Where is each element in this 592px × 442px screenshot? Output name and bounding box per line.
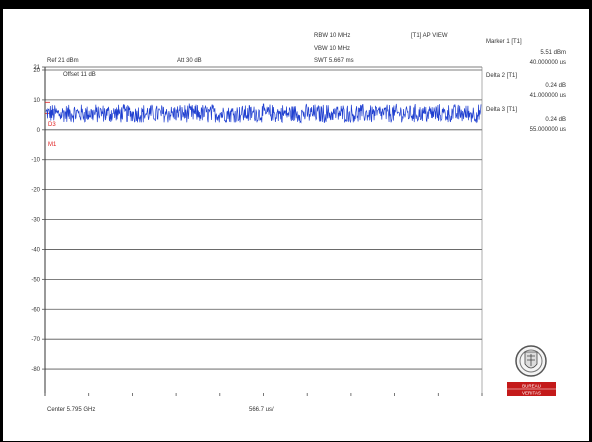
rbw-label: RBW 10 MHz (314, 33, 350, 39)
marker1-level: 5.51 dBm (540, 50, 566, 56)
y-tick-label: -20 (31, 188, 40, 194)
y-tick-label: 0 (37, 128, 41, 134)
attenuation-label: Att 30 dB (177, 58, 202, 64)
y-tick-label: -60 (31, 307, 40, 313)
y-tick-label: -30 (31, 218, 40, 224)
grid-lines (44, 66, 483, 396)
y-tick-label: 10 (33, 98, 40, 104)
span-label: 566.7 us/ (249, 407, 274, 413)
logo-text-line2: VERITAS (522, 391, 541, 396)
marker1-title: Marker 1 [T1] (486, 39, 522, 45)
delta3-title: Delta 3 [T1] (486, 107, 517, 113)
marker-d3-label: D3 (48, 122, 56, 128)
delta3-level: 0.24 dB (545, 117, 566, 123)
marker-m1-label: M1 (48, 142, 57, 148)
bureau-veritas-logo: BUREAU VERITAS (507, 345, 556, 396)
swt-label: SWT 5.667 ms (314, 58, 354, 64)
x-axis-ticks (44, 393, 483, 396)
delta2-level: 0.24 dB (545, 83, 566, 89)
y-tick-label: 21 (33, 65, 40, 71)
center-frequency-label: Center 5.795 GHz (47, 407, 95, 413)
marker1-time: 40.000000 us (530, 60, 566, 66)
trace-line (45, 103, 482, 124)
offset-label: Offset 11 dB (63, 72, 96, 78)
y-tick-label: -80 (31, 367, 40, 373)
delta3-time: 55.000000 us (530, 127, 566, 133)
delta2-time: 41.000000 us (530, 93, 566, 99)
delta2-title: Delta 2 [T1] (486, 73, 517, 79)
y-tick-label: -70 (31, 337, 40, 343)
y-tick-label: -10 (31, 158, 40, 164)
y-tick-label: -50 (31, 277, 40, 283)
vbw-label: VBW 10 MHz (314, 46, 350, 52)
logo-text-line1: BUREAU (522, 384, 541, 389)
y-tick-label: -40 (31, 247, 40, 253)
trace-mode-label: [T1] AP VIEW (411, 33, 448, 39)
ref-level-label: Ref 21 dBm (47, 58, 79, 64)
y-tick-label: 20 (33, 68, 40, 74)
